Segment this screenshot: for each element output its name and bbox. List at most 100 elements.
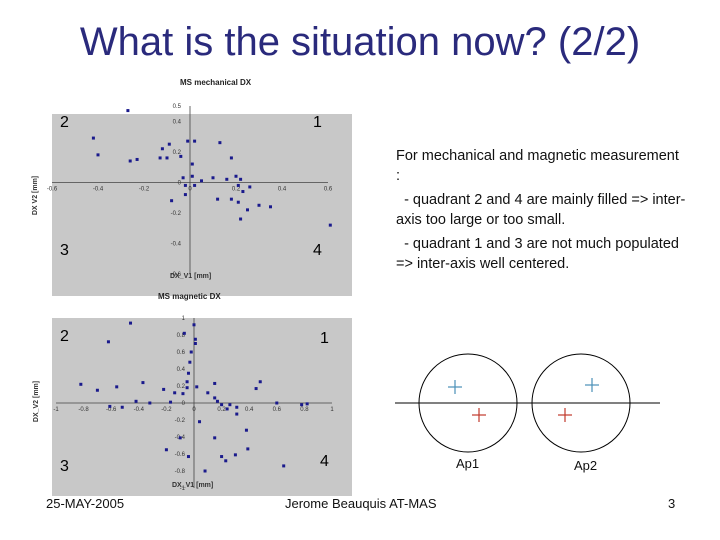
x-tick-label: 0.4 <box>278 186 287 192</box>
data-point <box>158 156 162 160</box>
data-point <box>235 412 239 416</box>
data-point <box>193 337 197 341</box>
data-point <box>188 360 192 364</box>
y-tick-label: 0 <box>182 401 186 407</box>
chart2-quadrant-1: 1 <box>320 330 329 347</box>
data-point <box>220 455 224 459</box>
y-tick-label: -0.2 <box>175 418 186 424</box>
data-point <box>179 154 183 158</box>
y-tick-label: -0.8 <box>175 469 186 475</box>
data-point <box>115 385 119 389</box>
x-tick-label: -0.8 <box>78 407 89 413</box>
y-tick-label: -0.6 <box>171 272 182 278</box>
aperture-2-red-cross-icon <box>558 408 572 422</box>
chart2-title: MS magnetic DX <box>158 292 221 301</box>
description-line-2-text: - quadrant 2 and 4 are mainly filled => … <box>396 192 686 228</box>
data-point <box>195 385 199 389</box>
data-point <box>305 402 309 406</box>
data-point <box>257 203 261 207</box>
data-point <box>275 401 279 405</box>
data-point <box>198 420 202 424</box>
data-point <box>241 190 245 194</box>
data-point <box>200 179 203 183</box>
y-tick-label: -1 <box>180 486 186 492</box>
data-point <box>96 153 100 157</box>
x-tick-label: 0 <box>188 186 192 192</box>
x-tick-label: 0.8 <box>300 407 309 413</box>
data-point <box>160 147 164 151</box>
y-tick-label: 0.4 <box>177 367 186 373</box>
data-point <box>120 405 124 409</box>
data-point <box>213 396 217 400</box>
chart1-x-axis-label: DX_V1 [mm] <box>170 273 212 280</box>
chart2-y-axis-label: DX_V2 [mm] <box>33 380 41 423</box>
data-point <box>220 403 224 407</box>
chart1-svg: -0.6 -0.4 -0.2 0 0.2 0.4 0.6 0.5 0.4 0.2 0 -0.2 -0.4… <box>47 104 333 278</box>
data-point <box>79 382 83 386</box>
data-point <box>108 404 112 408</box>
mechanical-chart: MS mechanical DX -0.6 -0.4 -0.2 0 0.2 0.4 0.6 0… <box>30 72 352 300</box>
data-point <box>225 177 229 181</box>
y-tick-label: -0.6 <box>175 452 186 458</box>
y-tick-label: 0.8 <box>177 333 186 339</box>
chart2-quadrant-3: 3 <box>60 458 69 475</box>
data-point <box>164 448 168 452</box>
x-tick-label: -1 <box>53 407 59 413</box>
x-tick-label: -0.4 <box>134 407 145 413</box>
x-tick-label: -0.2 <box>139 186 150 192</box>
data-point <box>218 141 222 145</box>
data-point <box>193 183 197 187</box>
data-point <box>244 428 248 432</box>
data-point <box>234 174 238 178</box>
x-tick-label: 0.2 <box>232 186 241 192</box>
data-point <box>192 323 196 327</box>
data-point <box>229 197 233 201</box>
data-point <box>182 331 186 335</box>
data-point <box>134 399 138 403</box>
data-point <box>206 391 210 395</box>
data-point <box>225 407 229 411</box>
x-tick-label: 0.6 <box>273 407 282 413</box>
slide-title: What is the situation now? (2/2) <box>79 20 641 64</box>
y-tick-label: 1 <box>182 316 186 322</box>
y-tick-label: 0.6 <box>177 350 186 356</box>
chart2-quadrant-4: 4 <box>320 453 329 470</box>
data-point <box>129 321 133 325</box>
data-point <box>246 447 250 451</box>
data-point <box>239 217 243 221</box>
y-tick-label: 0 <box>178 180 182 186</box>
data-point <box>169 400 173 404</box>
data-point <box>186 371 190 375</box>
data-point <box>258 380 262 384</box>
data-point <box>91 136 95 140</box>
description-text: For mechanical and magnetic measurement … <box>396 146 686 274</box>
chart2-quadrant-2: 2 <box>60 328 69 345</box>
data-point <box>178 436 182 440</box>
data-point <box>213 381 217 385</box>
data-point <box>106 340 110 344</box>
data-point <box>170 199 174 203</box>
data-point <box>148 401 152 405</box>
chart1-quadrant-3: 3 <box>60 242 69 259</box>
data-point <box>193 139 197 143</box>
chart1-quadrant-1: 1 <box>313 114 322 131</box>
data-point <box>185 380 189 384</box>
x-tick-label: -0.2 <box>161 407 172 413</box>
footer-author: Jerome Beauquis AT-MAS <box>285 496 437 511</box>
aperture-2-label: Ap2 <box>574 458 598 473</box>
chart2-plot-area <box>52 318 352 496</box>
data-point <box>126 109 130 113</box>
x-tick-label: -0.6 <box>106 407 117 413</box>
data-point <box>236 183 240 187</box>
x-tick-label: 0.2 <box>217 407 226 413</box>
data-point <box>233 453 237 457</box>
data-point <box>190 162 194 166</box>
footer-page-number: 3 <box>668 496 676 511</box>
data-point <box>135 157 139 161</box>
aperture-1-label: Ap1 <box>456 456 480 471</box>
x-tick-label: -0.4 <box>93 186 104 192</box>
data-point <box>173 391 177 395</box>
data-point <box>186 139 190 143</box>
chart1-quadrant-2: 2 <box>60 114 69 131</box>
chart2-x-axis-label: DX_V1 [mm] <box>172 482 214 489</box>
